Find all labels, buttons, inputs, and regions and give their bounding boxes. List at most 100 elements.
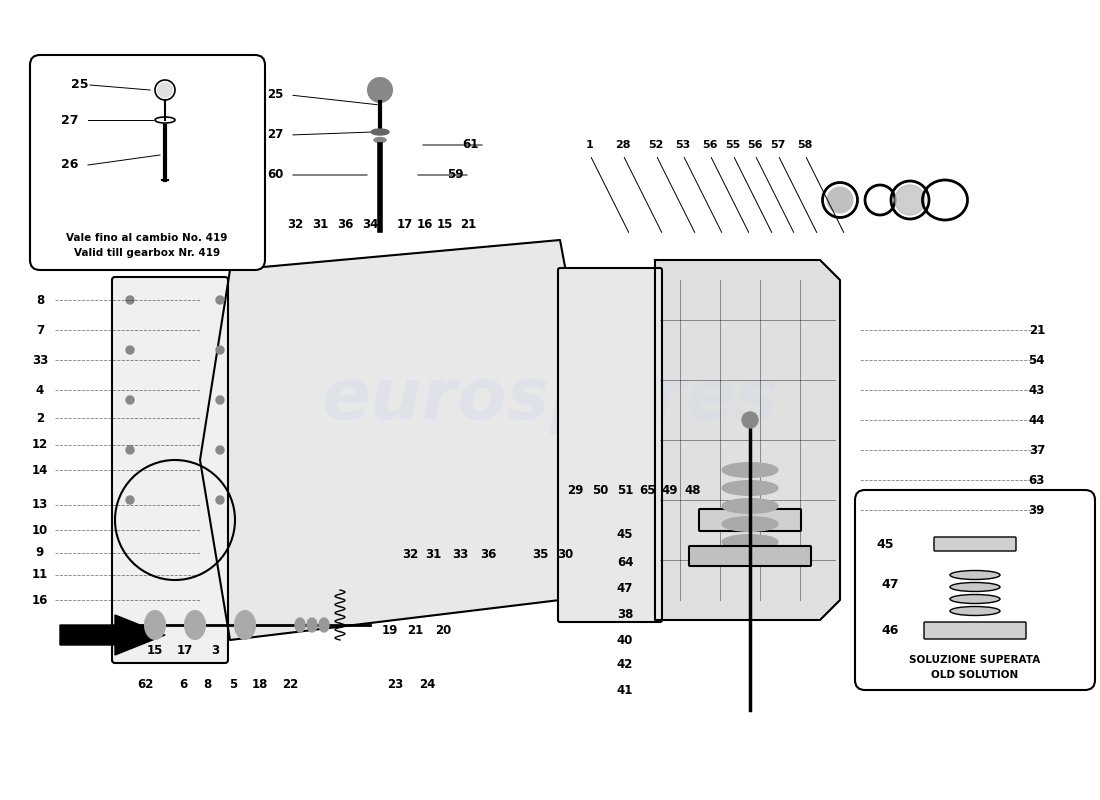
Text: 42: 42	[617, 658, 634, 671]
Text: 34: 34	[362, 218, 378, 231]
Circle shape	[126, 296, 134, 304]
Text: 31: 31	[425, 549, 441, 562]
Circle shape	[216, 496, 224, 504]
Circle shape	[216, 346, 224, 354]
Text: 8: 8	[36, 294, 44, 306]
Text: 59: 59	[447, 169, 463, 182]
Text: 47: 47	[617, 582, 634, 594]
Polygon shape	[200, 240, 590, 640]
Text: 9: 9	[36, 546, 44, 559]
Text: Vale fino al cambio No. 419: Vale fino al cambio No. 419	[66, 233, 228, 243]
Text: 16: 16	[32, 594, 48, 606]
Text: 58: 58	[798, 140, 813, 150]
Ellipse shape	[371, 129, 389, 135]
FancyBboxPatch shape	[924, 622, 1026, 639]
Text: 49: 49	[662, 483, 679, 497]
Polygon shape	[654, 260, 840, 620]
Text: 19: 19	[382, 623, 398, 637]
FancyBboxPatch shape	[689, 546, 811, 566]
Text: 24: 24	[419, 678, 436, 691]
Text: 45: 45	[877, 538, 893, 551]
FancyBboxPatch shape	[934, 537, 1016, 551]
Circle shape	[368, 78, 392, 102]
Circle shape	[157, 82, 173, 98]
Text: 21: 21	[460, 218, 476, 231]
Circle shape	[742, 412, 758, 428]
Ellipse shape	[307, 618, 317, 632]
Text: 55: 55	[725, 140, 740, 150]
Text: 46: 46	[881, 623, 899, 637]
Text: 48: 48	[684, 483, 702, 497]
Text: 30: 30	[557, 549, 573, 562]
Ellipse shape	[827, 187, 853, 213]
Text: 17: 17	[397, 218, 414, 231]
Text: 32: 32	[402, 549, 418, 562]
Ellipse shape	[145, 611, 165, 639]
Ellipse shape	[295, 618, 305, 632]
Text: 7: 7	[36, 323, 44, 337]
Ellipse shape	[235, 611, 255, 639]
Text: 17: 17	[177, 643, 194, 657]
Text: eurospares: eurospares	[321, 366, 779, 434]
Text: 33: 33	[32, 354, 48, 366]
Ellipse shape	[723, 481, 778, 495]
Text: 60: 60	[267, 169, 283, 182]
Text: 39: 39	[1028, 503, 1045, 517]
Ellipse shape	[895, 185, 925, 215]
Ellipse shape	[374, 138, 386, 142]
Text: 27: 27	[267, 129, 283, 142]
Ellipse shape	[950, 582, 1000, 591]
Text: 26: 26	[62, 158, 79, 171]
Ellipse shape	[319, 618, 329, 632]
Text: 12: 12	[32, 438, 48, 451]
Text: 62: 62	[136, 678, 153, 691]
Circle shape	[126, 496, 134, 504]
Text: 15: 15	[437, 218, 453, 231]
Text: 36: 36	[480, 549, 496, 562]
Text: 64: 64	[617, 555, 634, 569]
Text: 23: 23	[387, 678, 403, 691]
Circle shape	[126, 346, 134, 354]
Text: 61: 61	[462, 138, 478, 151]
Text: 56: 56	[702, 140, 717, 150]
Text: 13: 13	[32, 498, 48, 511]
Text: 41: 41	[617, 683, 634, 697]
Text: 15: 15	[146, 643, 163, 657]
Text: 21: 21	[407, 623, 424, 637]
Text: 10: 10	[32, 523, 48, 537]
Text: 4: 4	[36, 383, 44, 397]
Circle shape	[126, 396, 134, 404]
Text: 47: 47	[881, 578, 899, 591]
FancyBboxPatch shape	[112, 277, 228, 663]
Text: 40: 40	[617, 634, 634, 646]
Text: 38: 38	[617, 609, 634, 622]
Text: OLD SOLUTION: OLD SOLUTION	[932, 670, 1019, 680]
Text: 65: 65	[640, 483, 657, 497]
Text: 28: 28	[615, 140, 630, 150]
FancyBboxPatch shape	[698, 509, 801, 531]
Text: 1: 1	[586, 140, 594, 150]
Circle shape	[216, 296, 224, 304]
Text: 25: 25	[72, 78, 89, 91]
Text: 52: 52	[648, 140, 663, 150]
Text: 33: 33	[452, 549, 469, 562]
Text: 44: 44	[1028, 414, 1045, 426]
Text: 11: 11	[32, 569, 48, 582]
Text: 25: 25	[267, 89, 283, 102]
Circle shape	[126, 446, 134, 454]
Text: 22: 22	[282, 678, 298, 691]
Polygon shape	[60, 615, 165, 655]
Ellipse shape	[723, 517, 778, 531]
Text: 43: 43	[1028, 383, 1045, 397]
Text: SOLUZIONE SUPERATA: SOLUZIONE SUPERATA	[910, 655, 1041, 665]
Text: 45: 45	[617, 529, 634, 542]
Text: 54: 54	[1028, 354, 1045, 366]
Text: 32: 32	[287, 218, 304, 231]
Text: 27: 27	[62, 114, 79, 126]
Text: 29: 29	[566, 483, 583, 497]
Text: 56: 56	[747, 140, 762, 150]
Circle shape	[216, 446, 224, 454]
Ellipse shape	[950, 594, 1000, 603]
Text: 31: 31	[312, 218, 328, 231]
Text: 16: 16	[417, 218, 433, 231]
